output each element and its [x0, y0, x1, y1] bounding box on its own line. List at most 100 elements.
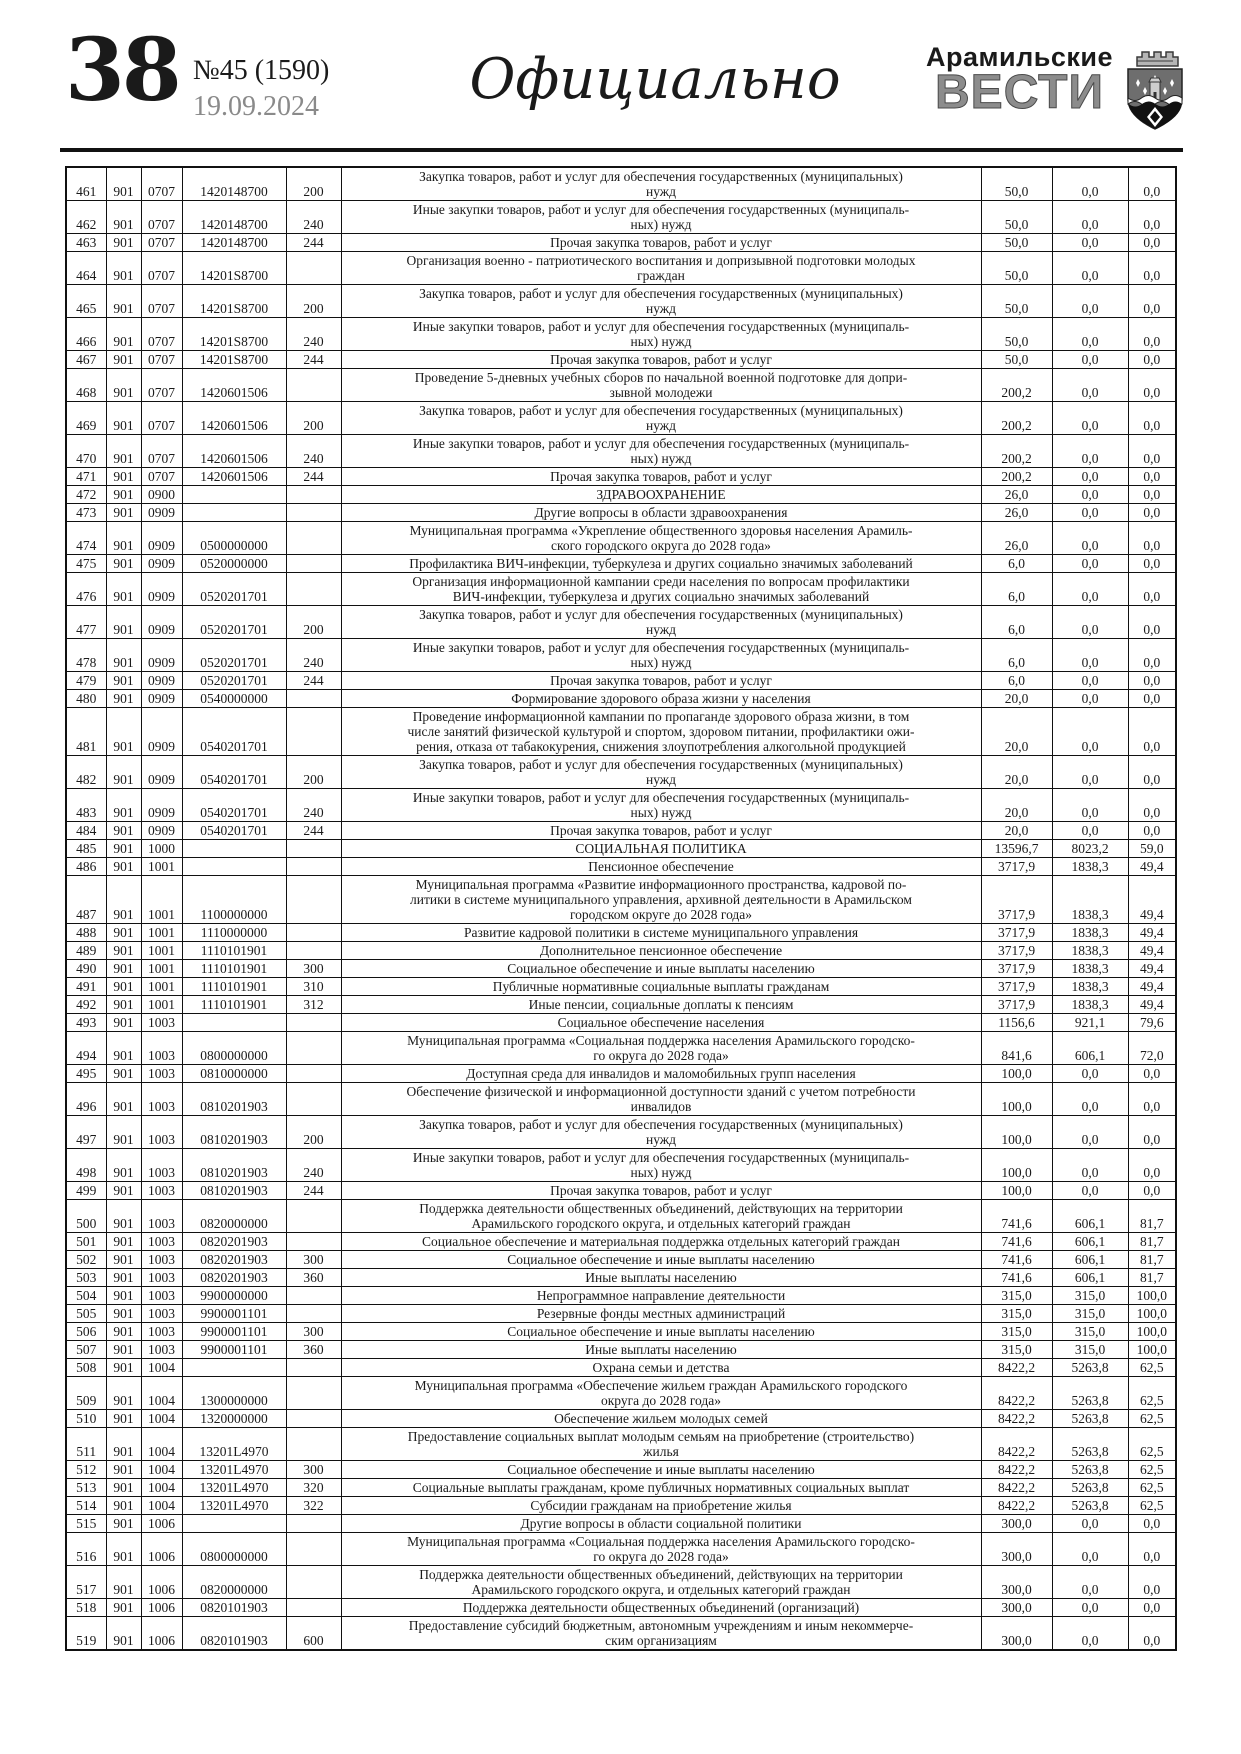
cell-grbs-code: 901	[105, 638, 142, 672]
table-row: 485 901 1000 СОЦИАЛЬНАЯ ПОЛИТИКА 13596,7 8023…	[65, 839, 1177, 858]
cell-plan: 20,0	[980, 689, 1053, 708]
cell-expense-type: 244	[285, 467, 342, 486]
cell-row-number: 472	[65, 485, 107, 504]
cell-section-code: 1001	[140, 977, 183, 996]
cell-section-code: 1003	[140, 1181, 183, 1200]
cell-target-article: 0540201701	[181, 707, 287, 756]
cell-section-code: 1003	[140, 1304, 183, 1323]
cell-executed: 0,0	[1051, 251, 1129, 285]
cell-percent: 0,0	[1127, 166, 1177, 201]
cell-percent: 59,0	[1127, 839, 1177, 858]
cell-percent: 49,4	[1127, 941, 1177, 960]
cell-executed: 0,0	[1051, 1148, 1129, 1182]
cell-row-number: 519	[65, 1616, 107, 1651]
cell-target-article: 1420601506	[181, 368, 287, 402]
cell-name: Иные пенсии, социальные доплаты к пенсия…	[340, 995, 982, 1014]
cell-plan: 3717,9	[980, 977, 1053, 996]
table-row: 500 901 1003 0820000000 Поддержка деятельнос…	[65, 1199, 1177, 1233]
cell-row-number: 475	[65, 554, 107, 573]
cell-section-code: 0707	[140, 317, 183, 351]
cell-plan: 50,0	[980, 284, 1053, 318]
cell-percent: 0,0	[1127, 1115, 1177, 1149]
cell-plan: 8422,2	[980, 1460, 1053, 1479]
cell-plan: 841,6	[980, 1031, 1053, 1065]
cell-section-code: 1003	[140, 1115, 183, 1149]
table-row: 506 901 1003 9900001101 300 Социальное обеспе…	[65, 1322, 1177, 1341]
cell-grbs-code: 901	[105, 1148, 142, 1182]
cell-name: Поддержка деятельности общественных объе…	[340, 1598, 982, 1617]
cell-executed: 1838,3	[1051, 923, 1129, 942]
cell-percent: 0,0	[1127, 1514, 1177, 1533]
cell-row-number: 510	[65, 1409, 107, 1428]
table-row: 504 901 1003 9900000000 Непрограммное направ…	[65, 1286, 1177, 1305]
cell-section-code: 1001	[140, 923, 183, 942]
cell-target-article: 0820101903	[181, 1616, 287, 1651]
cell-target-article: 0820201903	[181, 1232, 287, 1251]
cell-grbs-code: 901	[105, 1514, 142, 1533]
table-row: 518 901 1006 0820101903 Поддержка деятельнос…	[65, 1598, 1177, 1617]
table-row: 495 901 1003 0810000000 Доступная среда для …	[65, 1064, 1177, 1083]
cell-grbs-code: 901	[105, 166, 142, 201]
cell-plan: 50,0	[980, 200, 1053, 234]
cell-target-article: 9900001101	[181, 1304, 287, 1323]
cell-plan: 741,6	[980, 1232, 1053, 1251]
cell-plan: 100,0	[980, 1082, 1053, 1116]
table-row: 515 901 1006 Другие вопросы в области социа…	[65, 1514, 1177, 1533]
cell-row-number: 481	[65, 707, 107, 756]
cell-grbs-code: 901	[105, 1064, 142, 1083]
cell-target-article: 1110101901	[181, 977, 287, 996]
cell-executed: 5263,8	[1051, 1496, 1129, 1515]
cell-percent: 81,7	[1127, 1268, 1177, 1287]
table-row: 498 901 1003 0810201903 240 Иные закупки това…	[65, 1148, 1177, 1182]
table-row: 502 901 1003 0820201903 300 Социальное обеспе…	[65, 1250, 1177, 1269]
cell-plan: 50,0	[980, 233, 1053, 252]
cell-expense-type	[285, 368, 342, 402]
cell-plan: 6,0	[980, 671, 1053, 690]
table-row: 468 901 0707 1420601506 Проведение 5-дневных…	[65, 368, 1177, 402]
cell-percent: 0,0	[1127, 554, 1177, 573]
cell-grbs-code: 901	[105, 605, 142, 639]
cell-name: Субсидии гражданам на приобретение жилья	[340, 1496, 982, 1515]
cell-section-code: 0909	[140, 755, 183, 789]
cell-expense-type: 300	[285, 1250, 342, 1269]
cell-target-article: 0820000000	[181, 1199, 287, 1233]
cell-target-article: 13201L4970	[181, 1496, 287, 1515]
cell-target-article: 0810201903	[181, 1115, 287, 1149]
cell-percent: 0,0	[1127, 521, 1177, 555]
cell-expense-type	[285, 572, 342, 606]
cell-plan: 6,0	[980, 638, 1053, 672]
header-rule	[60, 148, 1183, 152]
table-row: 494 901 1003 0800000000 Муниципальная програ…	[65, 1031, 1177, 1065]
cell-executed: 0,0	[1051, 1181, 1129, 1200]
cell-section-code: 1001	[140, 941, 183, 960]
cell-executed: 0,0	[1051, 401, 1129, 435]
cell-name: Прочая закупка товаров, работ и услуг	[340, 467, 982, 486]
cell-percent: 49,4	[1127, 857, 1177, 876]
cell-row-number: 469	[65, 401, 107, 435]
cell-grbs-code: 901	[105, 368, 142, 402]
cell-section-code: 0909	[140, 572, 183, 606]
cell-executed: 0,0	[1051, 485, 1129, 504]
cell-expense-type	[285, 521, 342, 555]
table-row: 489 901 1001 1110101901 Дополнительное пенси…	[65, 941, 1177, 960]
cell-target-article	[181, 1013, 287, 1032]
cell-row-number: 462	[65, 200, 107, 234]
cell-executed: 315,0	[1051, 1322, 1129, 1341]
table-row: 469 901 0707 1420601506 200 Закупка товаров, …	[65, 401, 1177, 435]
cell-section-code: 1001	[140, 857, 183, 876]
cell-percent: 0,0	[1127, 605, 1177, 639]
cell-plan: 200,2	[980, 467, 1053, 486]
cell-expense-type: 244	[285, 1181, 342, 1200]
masthead-text: Арамильские ВЕСТИ	[926, 44, 1113, 118]
cell-target-article: 0810201903	[181, 1148, 287, 1182]
cell-grbs-code: 901	[105, 755, 142, 789]
cell-expense-type: 300	[285, 1322, 342, 1341]
cell-row-number: 465	[65, 284, 107, 318]
cell-section-code: 0909	[140, 671, 183, 690]
cell-executed: 0,0	[1051, 317, 1129, 351]
cell-executed: 0,0	[1051, 707, 1129, 756]
cell-plan: 100,0	[980, 1148, 1053, 1182]
cell-section-code: 0909	[140, 707, 183, 756]
page-number: 38	[65, 20, 182, 121]
cell-section-code: 0909	[140, 638, 183, 672]
